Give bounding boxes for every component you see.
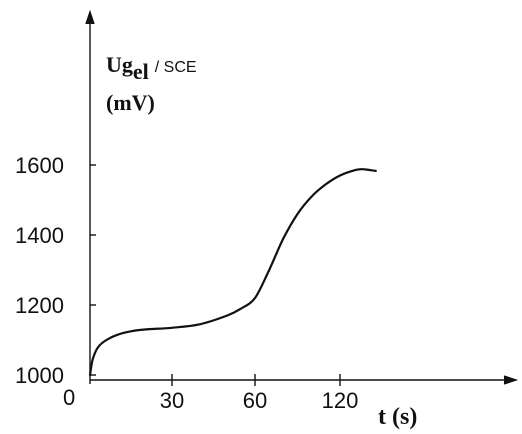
y-axis-label: Ugel / SCE xyxy=(106,52,197,84)
y-ticks: 1000 1200 1400 1600 xyxy=(15,153,96,388)
y-tick-label: 1200 xyxy=(15,293,64,318)
y-axis-label-subscript: el xyxy=(133,59,149,84)
y-tick-label: 1400 xyxy=(15,223,64,248)
y-tick-label: 1600 xyxy=(15,153,64,178)
series-line xyxy=(88,168,377,377)
y-axis-label-main: Ug xyxy=(106,52,133,77)
x-tick-label: 60 xyxy=(243,388,267,413)
x-ticks: 30 60 120 xyxy=(160,374,359,413)
y-axis-unit: (mV) xyxy=(106,90,155,115)
x-axis-label: t (s) xyxy=(378,404,417,430)
x-tick-label: 30 xyxy=(160,388,184,413)
x-axis-arrow xyxy=(503,375,519,385)
origin-label: 0 xyxy=(63,385,75,410)
y-axis-label-reference: / SCE xyxy=(155,59,197,76)
x-tick-label: 120 xyxy=(322,388,359,413)
y-axis-arrow xyxy=(85,9,95,25)
y-tick-label: 1000 xyxy=(15,363,64,388)
